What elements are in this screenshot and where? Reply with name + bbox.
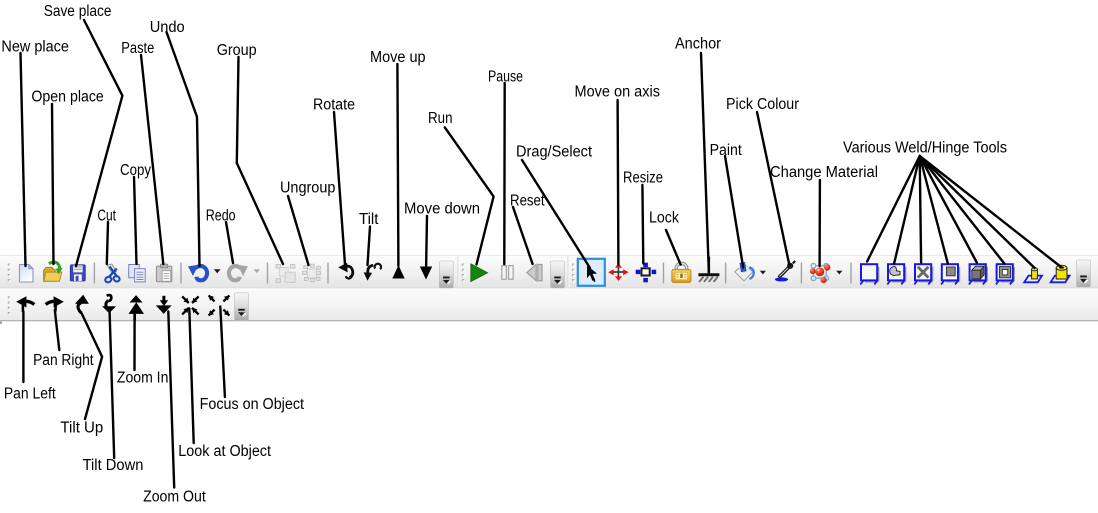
svg-text:Redo: Redo <box>206 207 236 224</box>
svg-text:Move on axis: Move on axis <box>575 83 661 100</box>
svg-text:New place: New place <box>1 39 69 56</box>
svg-text:Group: Group <box>217 42 257 59</box>
svg-text:Move down: Move down <box>404 201 480 218</box>
svg-text:Look at Object: Look at Object <box>178 443 271 460</box>
svg-text:Pan Right: Pan Right <box>33 352 94 369</box>
svg-text:Resize: Resize <box>623 169 663 186</box>
svg-text:Zoom Out: Zoom Out <box>143 488 206 505</box>
svg-text:Ungroup: Ungroup <box>280 179 335 196</box>
svg-text:Pause: Pause <box>488 68 523 85</box>
svg-text:Paste: Paste <box>121 40 154 57</box>
svg-text:Tilt Down: Tilt Down <box>83 457 144 474</box>
svg-text:Focus on Object: Focus on Object <box>200 396 305 413</box>
svg-text:Move up: Move up <box>370 49 426 66</box>
svg-text:Various Weld/Hinge Tools: Various Weld/Hinge Tools <box>843 139 1007 156</box>
svg-text:Rotate: Rotate <box>313 96 355 113</box>
svg-text:Change Material: Change Material <box>770 164 878 181</box>
svg-text:Copy: Copy <box>120 162 151 179</box>
svg-text:Undo: Undo <box>150 19 185 36</box>
svg-text:Drag/Select: Drag/Select <box>516 143 593 160</box>
svg-text:Lock: Lock <box>649 209 679 226</box>
svg-text:Paint: Paint <box>710 142 743 159</box>
svg-text:Run: Run <box>428 110 453 127</box>
svg-text:Save place: Save place <box>44 3 112 20</box>
svg-text:Cut: Cut <box>97 207 116 224</box>
svg-text:Pick Colour: Pick Colour <box>726 96 799 113</box>
svg-text:Zoom In: Zoom In <box>117 370 168 387</box>
svg-text:Tilt Up: Tilt Up <box>60 419 103 436</box>
svg-text:Tilt: Tilt <box>359 211 379 228</box>
svg-text:Open place: Open place <box>31 89 103 106</box>
svg-text:Anchor: Anchor <box>675 35 721 52</box>
svg-text:Pan Left: Pan Left <box>4 386 56 403</box>
svg-text:Reset: Reset <box>510 192 545 209</box>
